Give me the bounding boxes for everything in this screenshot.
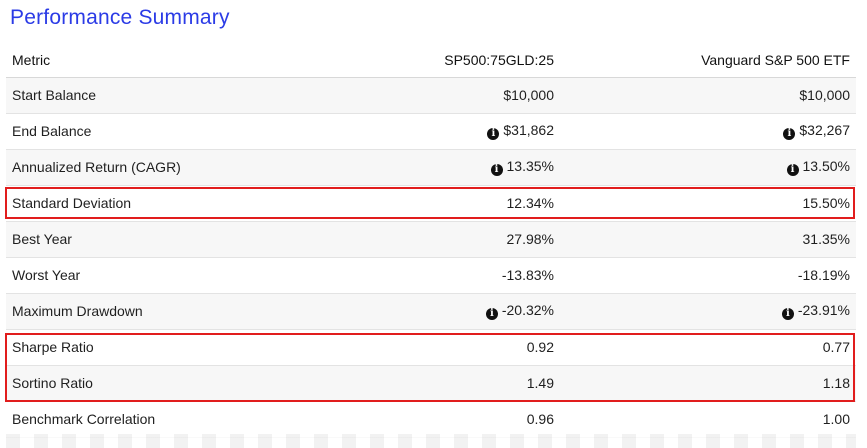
page-title: Performance Summary	[10, 6, 230, 29]
metric-label: Maximum Drawdown	[6, 293, 314, 330]
value-text: $32,267	[799, 122, 850, 138]
value-text: 0.92	[526, 339, 554, 355]
metric-label: Start Balance	[6, 77, 314, 114]
value-text: 1.00	[822, 411, 850, 427]
portfolio-1-value: -13.83%	[314, 257, 560, 294]
value-text: 1.18	[822, 375, 850, 391]
metric-label: Annualized Return (CAGR)	[6, 149, 314, 186]
portfolio-2-value: i $32,267	[560, 113, 856, 150]
info-circle-icon[interactable]: i	[783, 128, 796, 140]
portfolio-2-value: 15.50%	[560, 185, 856, 222]
table-row: Maximum Drawdown i -20.32% i -23.91%	[6, 293, 856, 330]
portfolio-1-value: i -20.32%	[314, 293, 560, 330]
table-row: Standard Deviation 12.34% 15.50%	[6, 185, 856, 222]
value-text: 1.49	[526, 375, 554, 391]
table-row: Best Year 27.98% 31.35%	[6, 221, 856, 258]
portfolio-1-value: 0.92	[314, 329, 560, 366]
column-header-portfolio-1: SP500:75GLD:25	[314, 44, 560, 78]
portfolio-1-value: 12.34%	[314, 185, 560, 222]
performance-summary-table: Metric SP500:75GLD:25 Vanguard S&P 500 E…	[6, 44, 856, 438]
value-text: -13.83%	[501, 267, 554, 283]
table-row: Benchmark Correlation 0.96 1.00	[6, 401, 856, 438]
portfolio-1-value: i 13.35%	[314, 149, 560, 186]
value-text: 0.77	[822, 339, 850, 355]
portfolio-1-value: $10,000	[314, 77, 560, 114]
table-row: End Balance i $31,862 i $32,267	[6, 113, 856, 150]
info-circle-icon[interactable]: i	[781, 308, 794, 320]
portfolio-2-value: 0.77	[560, 329, 856, 366]
metric-label: Best Year	[6, 221, 314, 258]
metric-label: End Balance	[6, 113, 314, 150]
portfolio-2-value: 1.00	[560, 401, 856, 438]
value-text: -18.19%	[797, 267, 850, 283]
value-text: 15.50%	[802, 195, 850, 211]
portfolio-1-value: i $31,862	[314, 113, 560, 150]
metric-label: Standard Deviation	[6, 185, 314, 222]
portfolio-1-value: 0.96	[314, 401, 560, 438]
value-text: $31,862	[503, 122, 554, 138]
portfolio-1-value: 1.49	[314, 365, 560, 402]
table-row: Worst Year -13.83% -18.19%	[6, 257, 856, 294]
info-circle-icon[interactable]: i	[485, 308, 498, 320]
table-row: Start Balance $10,000 $10,000	[6, 77, 856, 114]
portfolio-2-value: i -23.91%	[560, 293, 856, 330]
value-text: $10,000	[503, 87, 554, 103]
column-header-metric: Metric	[6, 44, 314, 78]
metric-label: Sharpe Ratio	[6, 329, 314, 366]
table-row: Annualized Return (CAGR) i 13.35% i 13.50%	[6, 149, 856, 186]
portfolio-2-value: 1.18	[560, 365, 856, 402]
value-text: -20.32%	[501, 302, 554, 318]
cut-off-row-placeholder	[6, 434, 856, 448]
info-circle-icon[interactable]: i	[490, 164, 503, 176]
metric-label: Benchmark Correlation	[6, 401, 314, 438]
info-circle-icon[interactable]: i	[487, 128, 500, 140]
table-header-row: Metric SP500:75GLD:25 Vanguard S&P 500 E…	[6, 44, 856, 78]
table-row: Sharpe Ratio 0.92 0.77	[6, 329, 856, 366]
portfolio-2-value: i 13.50%	[560, 149, 856, 186]
metric-label: Worst Year	[6, 257, 314, 294]
portfolio-2-value: $10,000	[560, 77, 856, 114]
portfolio-1-value: 27.98%	[314, 221, 560, 258]
portfolio-2-value: -18.19%	[560, 257, 856, 294]
value-text: 13.35%	[506, 158, 554, 174]
value-text: 31.35%	[802, 231, 850, 247]
value-text: -23.91%	[797, 302, 850, 318]
table-row: Sortino Ratio 1.49 1.18	[6, 365, 856, 402]
value-text: 0.96	[526, 411, 554, 427]
metric-label: Sortino Ratio	[6, 365, 314, 402]
value-text: $10,000	[799, 87, 850, 103]
column-header-portfolio-2: Vanguard S&P 500 ETF	[560, 44, 856, 78]
value-text: 13.50%	[802, 158, 850, 174]
portfolio-2-value: 31.35%	[560, 221, 856, 258]
value-text: 12.34%	[506, 195, 554, 211]
info-circle-icon[interactable]: i	[786, 164, 799, 176]
value-text: 27.98%	[506, 231, 554, 247]
